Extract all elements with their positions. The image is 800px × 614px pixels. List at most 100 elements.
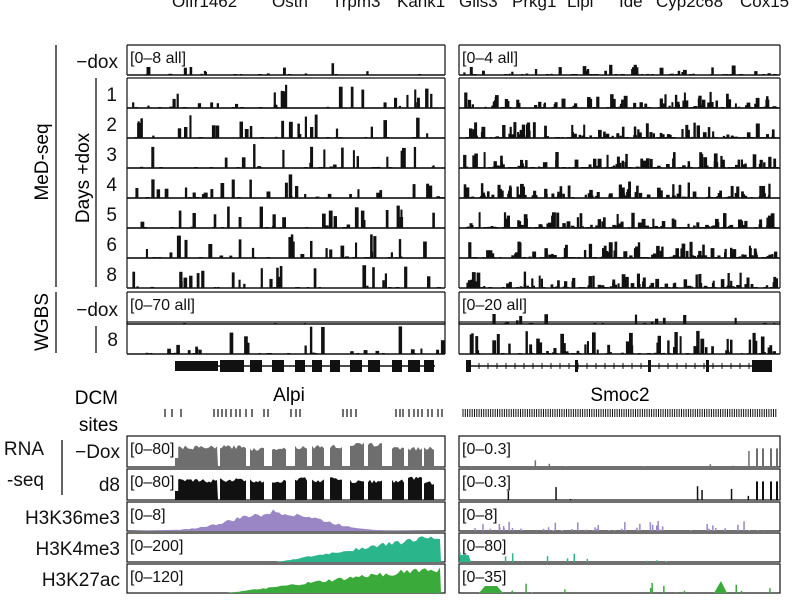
- wgbs-group-label: WGBS: [32, 293, 53, 351]
- signal-bar: [288, 74, 292, 75]
- signal-bar: [736, 136, 739, 138]
- signal-bar: [602, 248, 606, 258]
- signal-bar: [597, 284, 602, 288]
- signal-bar: [577, 137, 581, 138]
- signal-bar: [374, 167, 378, 168]
- signal-bar: [511, 528, 514, 531]
- signal-bar: [683, 590, 686, 593]
- signal-bar: [648, 137, 652, 138]
- signal-bar: [617, 287, 622, 288]
- signal-bar: [732, 167, 736, 168]
- signal-bar: [700, 338, 705, 354]
- signal-bar: [284, 182, 288, 198]
- signal-bar: [664, 283, 669, 288]
- signal-bar: [503, 323, 507, 324]
- signal-bar: [258, 107, 263, 108]
- signal-bar: [593, 158, 597, 168]
- signal-bar: [315, 196, 320, 198]
- wgbs-track-label: −dox: [76, 300, 118, 321]
- signal-bar: [329, 166, 334, 168]
- signal-bar: [683, 287, 687, 288]
- gene-model-exon: [466, 360, 471, 372]
- signal-bar: [548, 254, 552, 258]
- signal-bar: [766, 197, 769, 198]
- signal-bar: [732, 287, 735, 288]
- signal-bar: [523, 135, 526, 138]
- signal-bar: [239, 121, 243, 138]
- signal-bar: [737, 159, 741, 168]
- signal-bar: [523, 271, 527, 288]
- signal-bar: [472, 131, 475, 138]
- signal-bar: [275, 136, 278, 138]
- days-group-label: Days +dox: [73, 132, 94, 223]
- signal-bar: [516, 99, 520, 108]
- signal-bar: [722, 74, 725, 75]
- signal-bar: [619, 103, 623, 108]
- signal-bar: [288, 174, 293, 198]
- signal-bar: [534, 227, 538, 228]
- signal-bar: [608, 242, 613, 258]
- signal-bar: [530, 323, 534, 324]
- signal-bar: [335, 128, 339, 138]
- signal-bar: [755, 257, 759, 258]
- signal-bar: [525, 167, 528, 168]
- signal-bar: [140, 167, 144, 168]
- signal-bar: [683, 279, 688, 288]
- signal-bar: [558, 67, 562, 75]
- gene-name-right: Smoc2: [590, 385, 649, 406]
- range-label: [0–35]: [462, 569, 506, 586]
- signal-bar: [260, 268, 263, 288]
- signal-bar: [740, 220, 744, 228]
- signal-bar: [676, 193, 680, 198]
- signal-bar: [340, 245, 345, 258]
- signal-bar: [562, 193, 565, 198]
- signal-bar: [642, 283, 645, 288]
- signal-bar: [432, 212, 435, 228]
- signal-bar: [744, 220, 748, 228]
- signal-bar: [285, 84, 288, 108]
- signal-bar: [666, 137, 669, 138]
- signal-bar: [551, 256, 554, 258]
- signal-bar: [352, 257, 357, 258]
- signal-bar: [726, 93, 729, 108]
- signal-bar: [136, 286, 139, 288]
- range-label-bg: [461, 473, 519, 491]
- range-label-bg: [461, 568, 511, 586]
- signal-bar: [664, 94, 667, 108]
- signal-bar: [309, 162, 313, 168]
- signal-bar: [710, 248, 715, 258]
- signal-bar: [687, 129, 690, 138]
- signal-bar: [677, 70, 681, 75]
- signal-bar: [776, 448, 778, 467]
- signal-bar: [766, 217, 769, 228]
- signal-bar: [651, 583, 653, 593]
- signal-bar: [748, 339, 752, 354]
- signal-bar: [720, 107, 725, 108]
- signal-bar: [658, 529, 660, 531]
- signal-bar: [249, 179, 252, 198]
- signal-bar: [525, 73, 529, 75]
- signal-bar: [589, 74, 593, 75]
- signal-bar: [304, 345, 307, 354]
- signal-bar: [540, 278, 543, 288]
- signal-bar: [524, 219, 528, 228]
- top-gene-label: Cox15: [740, 0, 789, 11]
- signal-bar: [651, 254, 654, 258]
- signal-bar: [522, 257, 527, 258]
- signal-bar: [480, 183, 484, 198]
- signal-bar: [303, 323, 306, 324]
- signal-bar: [145, 352, 149, 354]
- signal-bar: [555, 286, 559, 288]
- signal-bar: [377, 166, 381, 168]
- signal-bar: [723, 213, 727, 228]
- range-label-bg: [129, 49, 203, 67]
- signal-bar: [603, 135, 606, 138]
- signal-bar: [773, 167, 776, 168]
- signal-bar: [240, 107, 243, 108]
- signal-bar: [169, 353, 173, 354]
- signal-bar: [687, 182, 690, 198]
- signal-bar: [320, 167, 324, 168]
- signal-bar: [697, 255, 701, 258]
- signal-bar: [679, 107, 684, 108]
- signal-bar: [639, 523, 641, 531]
